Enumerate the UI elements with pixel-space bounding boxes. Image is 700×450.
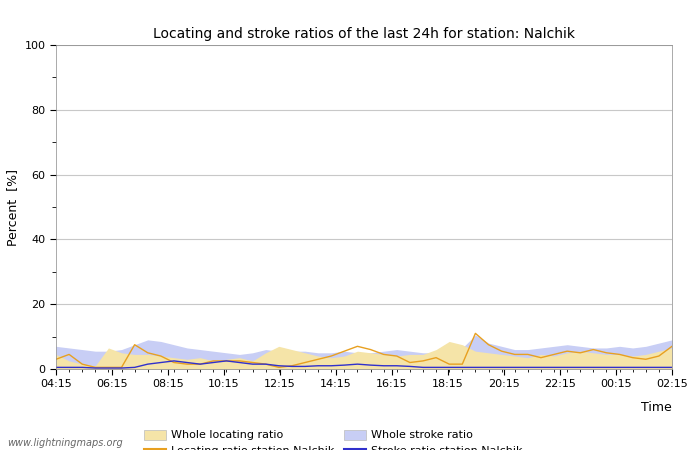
Text: Time: Time: [641, 401, 672, 414]
Y-axis label: Percent  [%]: Percent [%]: [6, 168, 19, 246]
Legend: Whole locating ratio, Locating ratio station Nalchik, Whole stroke ratio, Stroke: Whole locating ratio, Locating ratio sta…: [144, 430, 523, 450]
Title: Locating and stroke ratios of the last 24h for station: Nalchik: Locating and stroke ratios of the last 2…: [153, 27, 575, 41]
Text: www.lightningmaps.org: www.lightningmaps.org: [7, 438, 122, 448]
